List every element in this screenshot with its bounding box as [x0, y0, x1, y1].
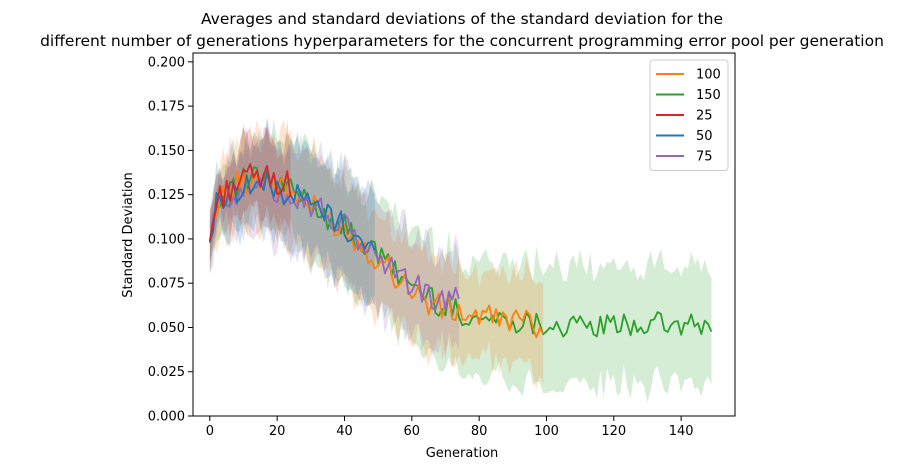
x-tick-label: 20 [269, 424, 286, 439]
series-line-150 [208, 166, 713, 338]
legend-label-100: 100 [696, 68, 721, 83]
x-tick-label: 60 [404, 424, 421, 439]
y-tick-label: 0.150 [148, 144, 185, 159]
x-axis-ticks: 0 20 40 60 80 100 120 140 [206, 416, 694, 439]
y-tick-label: 0.175 [148, 100, 185, 115]
mean-lines [208, 163, 713, 339]
x-axis-label: Generation [426, 446, 499, 461]
legend: 100 150 25 50 75 [649, 59, 729, 171]
y-tick-label: 0.000 [148, 410, 185, 425]
x-tick-label: 100 [534, 424, 559, 439]
y-tick-label: 0.200 [148, 55, 185, 70]
x-tick-label: 0 [206, 424, 214, 439]
legend-label-75: 75 [696, 150, 713, 165]
y-axis-ticks: 0.000 0.025 0.050 0.075 0.100 0.125 0.150 0.175… [148, 55, 193, 425]
x-tick-label: 40 [336, 424, 353, 439]
plot-frame [192, 52, 736, 417]
std-bands [209, 117, 712, 402]
legend-label-150: 150 [696, 88, 721, 103]
y-tick-label: 0.100 [148, 232, 185, 247]
chart-title-line-2: different number of generations hyperpar… [40, 32, 884, 50]
series-line-50 [208, 171, 376, 251]
y-tick-label: 0.075 [148, 277, 185, 292]
std-band-150 [209, 119, 712, 402]
legend-label-50: 50 [696, 129, 713, 144]
legend-box [649, 59, 729, 171]
chart-title-line-1: Averages and standard deviations of the … [201, 10, 723, 28]
x-tick-label: 80 [471, 424, 488, 439]
legend-label-25: 25 [696, 109, 713, 124]
y-tick-label: 0.025 [148, 365, 185, 380]
y-tick-label: 0.050 [148, 321, 185, 336]
x-tick-label: 140 [669, 424, 694, 439]
y-axis-label: Standard Deviation [121, 172, 136, 297]
x-tick-label: 120 [601, 424, 626, 439]
std-band-25 [209, 119, 291, 273]
series-line-25 [208, 163, 292, 241]
y-tick-label: 0.125 [148, 188, 185, 203]
